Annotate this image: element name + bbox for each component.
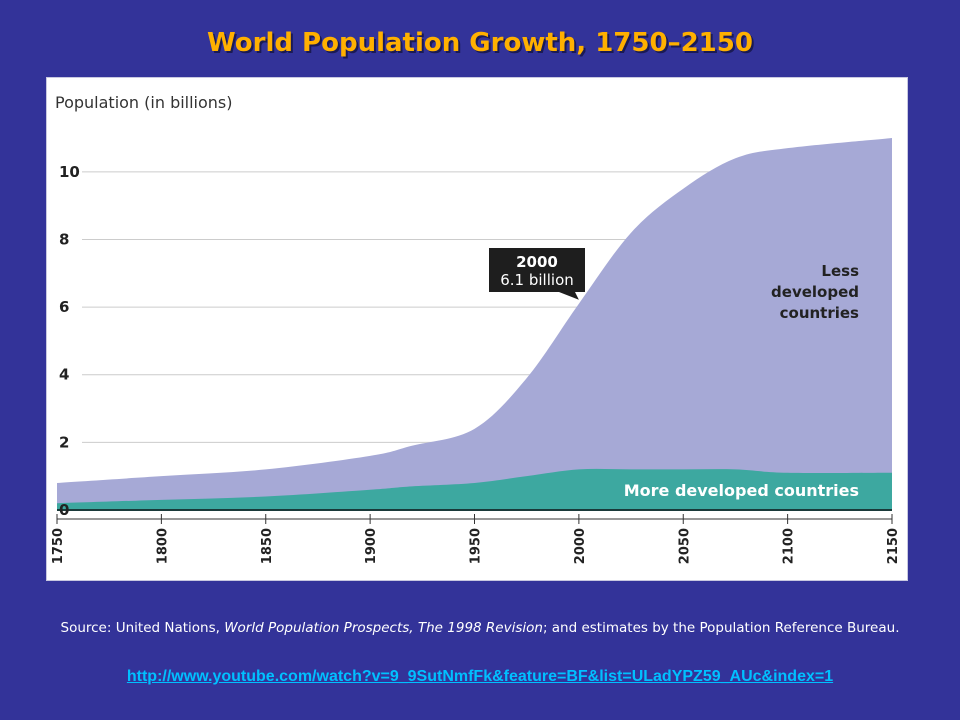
callout-bubble xyxy=(489,248,585,300)
y-tick-label-0: 0 xyxy=(59,501,69,519)
series-label-less-line-2: developed xyxy=(771,283,859,301)
x-tick-label-2000: 2000 xyxy=(573,528,588,564)
source-prefix: Source: United Nations, xyxy=(60,620,225,636)
source-title: World Population Prospects, The 1998 Rev… xyxy=(224,620,543,636)
population-area-chart: Population (in billions) 0 2 4 6 8 10 1750 180… xyxy=(51,93,901,564)
source-note: Source: United Nations, World Population… xyxy=(0,620,960,636)
callout-value: 6.1 billion xyxy=(500,271,574,289)
x-tick-label-1900: 1900 xyxy=(364,528,379,564)
series-label-more-developed: More developed countries xyxy=(624,481,859,500)
callout-year: 2000 xyxy=(516,253,558,271)
annotation-callout: 2000 6.1 billion xyxy=(489,248,585,300)
x-tick-label-2050: 2050 xyxy=(677,528,692,564)
x-tick-label-2100: 2100 xyxy=(782,528,797,564)
y-tick-label-10: 10 xyxy=(59,163,80,181)
x-tick-label-1950: 1950 xyxy=(469,528,484,564)
x-tick-label-1750: 1750 xyxy=(51,528,66,564)
y-tick-label-2: 2 xyxy=(59,433,69,451)
video-link[interactable]: http://www.youtube.com/watch?v=9_9SutNmf… xyxy=(126,668,834,685)
series-label-less-developed: Less developed countries xyxy=(771,262,859,322)
slide-title: World Population Growth, 1750–2150 xyxy=(207,28,753,58)
x-tick-label-1850: 1850 xyxy=(260,528,275,564)
y-axis-label: Population (in billions) xyxy=(55,93,233,112)
x-tick-label-1800: 1800 xyxy=(155,528,170,564)
series-label-less-line-3: countries xyxy=(780,304,859,322)
y-tick-label-4: 4 xyxy=(59,366,69,384)
x-tick-label-2150: 2150 xyxy=(886,528,901,564)
area-less-developed xyxy=(57,138,892,510)
source-suffix: ; and estimates by the Population Refere… xyxy=(542,620,900,636)
area-more-developed xyxy=(57,468,892,510)
y-tick-label-8: 8 xyxy=(59,230,69,248)
chart-panel: Population (in billions) 0 2 4 6 8 10 1750 180… xyxy=(46,77,908,581)
series-label-less-line-1: Less xyxy=(821,262,859,280)
y-tick-label-6: 6 xyxy=(59,298,69,316)
